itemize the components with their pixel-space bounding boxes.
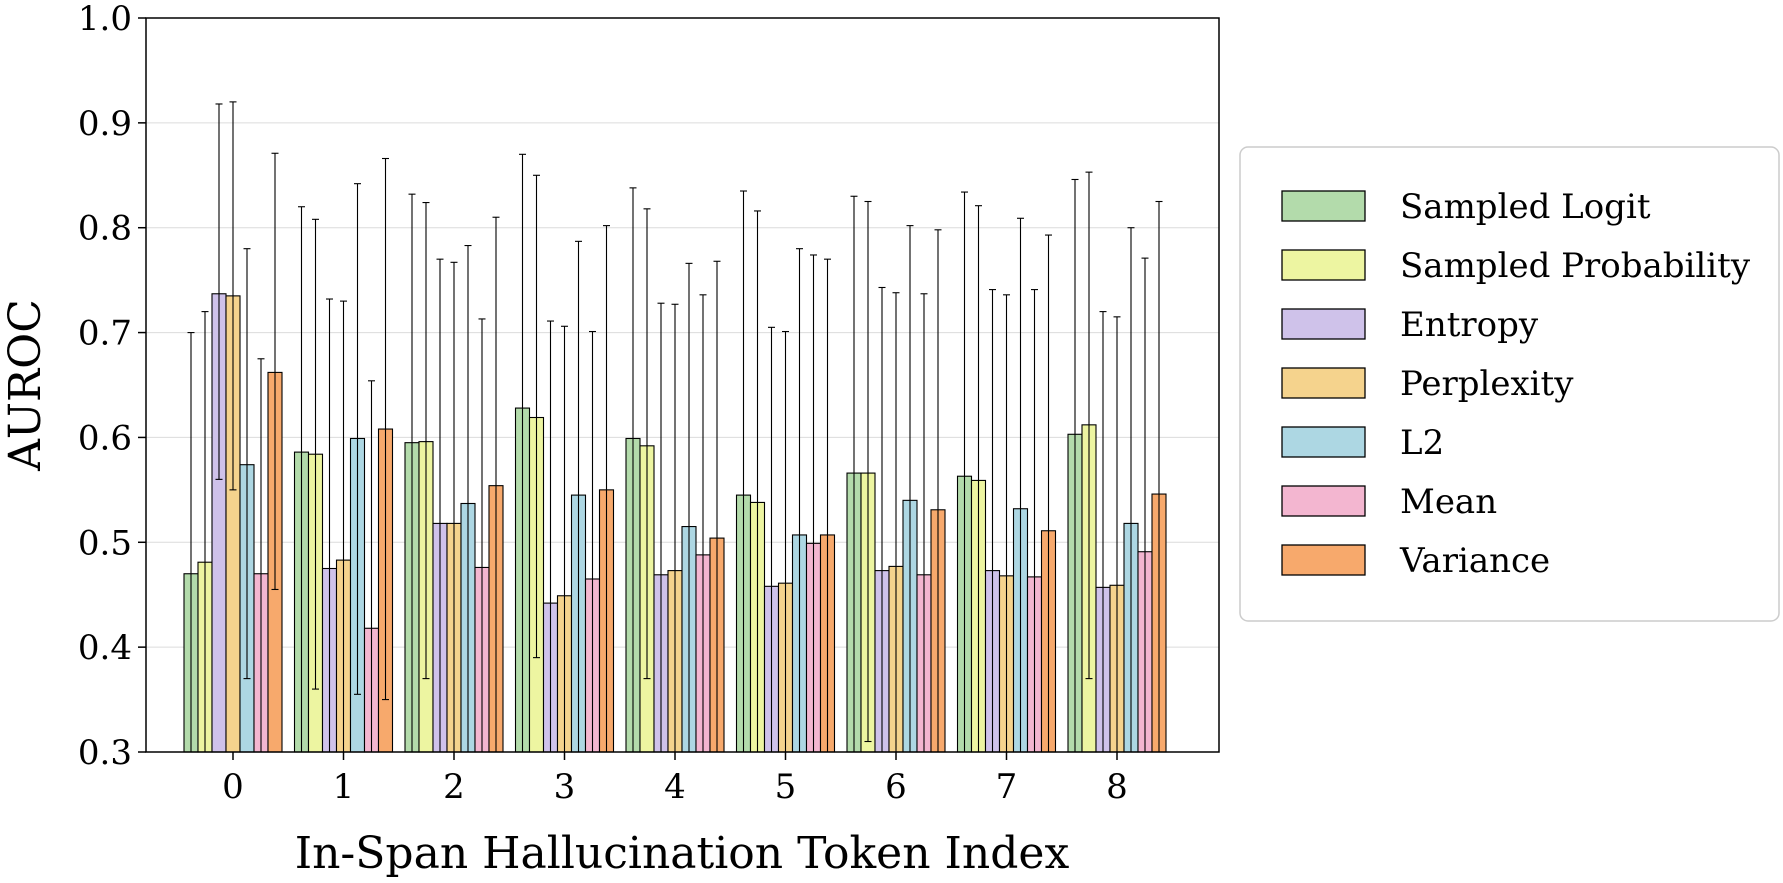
- x-axis-label: In-Span Hallucination Token Index: [295, 828, 1070, 879]
- y-tick-label: 0.8: [78, 209, 132, 249]
- legend-label: Variance: [1399, 541, 1550, 581]
- y-tick-label: 0.5: [78, 523, 132, 563]
- x-tick-label: 1: [333, 767, 355, 807]
- legend-items: Sampled Logit Sampled Probability Entropy P…: [1281, 187, 1751, 581]
- x-tick-label: 6: [885, 767, 907, 807]
- y-tick-label: 0.7: [78, 314, 132, 354]
- y-tick-label: 1.0: [78, 0, 132, 39]
- y-tick-label: 0.4: [78, 628, 132, 668]
- x-tick-label: 0: [222, 767, 244, 807]
- x-tick-label: 7: [996, 767, 1018, 807]
- legend-swatch: [1281, 308, 1366, 340]
- x-tick-label: 2: [443, 767, 465, 807]
- y-axis-ticks: 0.3 0.4 0.5 0.6 0.7 0.8 0.9 1.0: [78, 0, 146, 773]
- legend-label: Mean: [1400, 482, 1497, 522]
- y-tick-label: 0.6: [78, 418, 132, 458]
- legend-label: Sampled Logit: [1400, 187, 1651, 227]
- legend: Sampled Logit Sampled Probability Entropy P…: [1239, 146, 1780, 622]
- legend-swatch: [1281, 190, 1366, 222]
- legend-swatch: [1281, 367, 1366, 399]
- legend-swatch: [1281, 426, 1366, 458]
- y-tick-label: 0.3: [78, 733, 132, 773]
- legend-label: Entropy: [1400, 305, 1539, 345]
- y-axis-label: AUROC: [0, 299, 51, 472]
- x-tick-label: 3: [554, 767, 576, 807]
- legend-swatch: [1281, 249, 1366, 281]
- error-bars: [187, 101, 1163, 752]
- legend-label: L2: [1400, 423, 1444, 463]
- legend-box: [1239, 146, 1780, 622]
- x-axis-ticks: 0 1 2 3 4 5 6 7 8: [222, 752, 1128, 807]
- x-tick-label: 4: [664, 767, 686, 807]
- legend-label: Sampled Probability: [1400, 246, 1751, 286]
- legend-swatch: [1281, 485, 1366, 517]
- x-tick-label: 5: [775, 767, 797, 807]
- x-tick-label: 8: [1106, 767, 1128, 807]
- y-tick-label: 0.9: [78, 104, 132, 144]
- legend-swatch: [1281, 544, 1366, 576]
- legend-label: Perplexity: [1400, 364, 1574, 404]
- plot-frame: [145, 17, 1220, 753]
